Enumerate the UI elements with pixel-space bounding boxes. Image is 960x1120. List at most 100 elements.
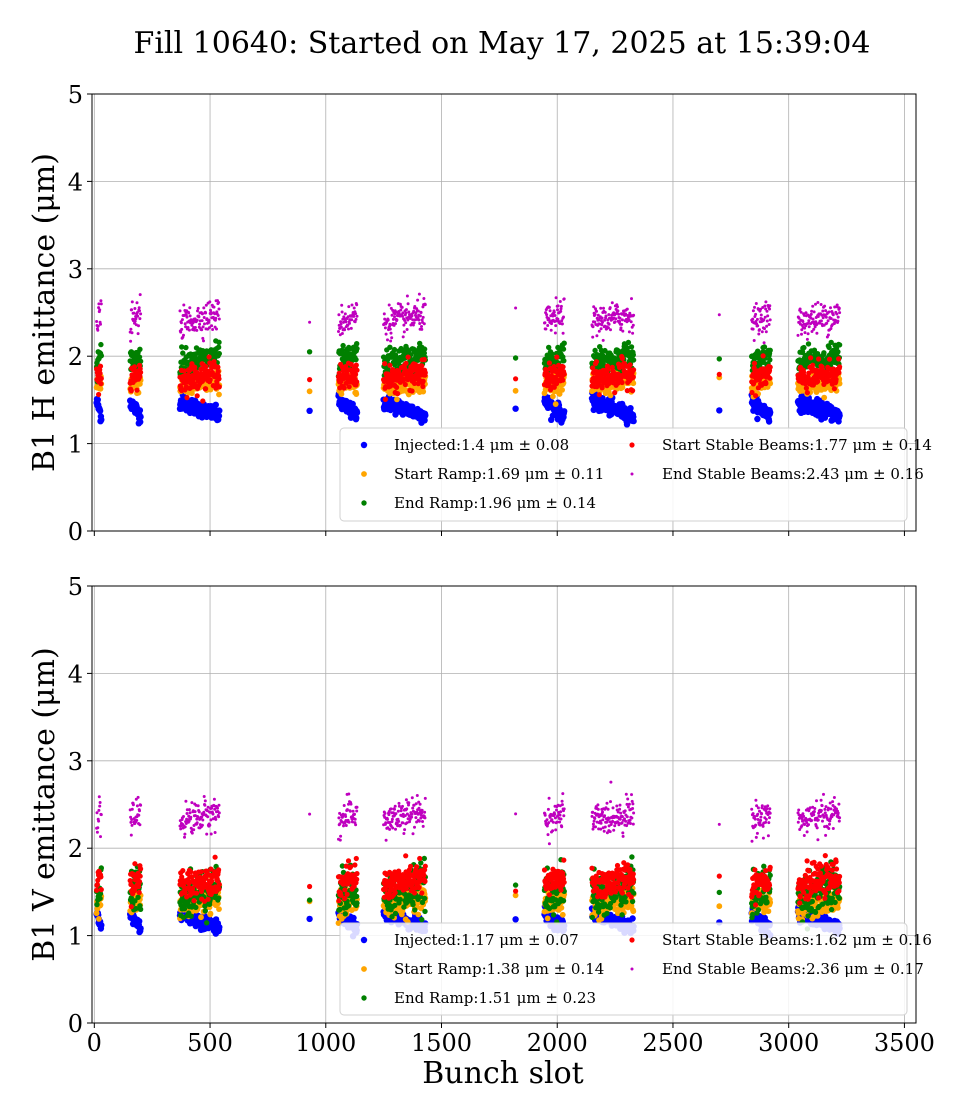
point-end_stable-t8-113 [630, 297, 633, 301]
point-start_stable-t8-118 [630, 374, 636, 380]
point-injected-t3-0 [306, 915, 313, 923]
point-injected-t8-100 [623, 421, 631, 428]
point-end_stable-t7-39 [556, 304, 560, 308]
point-start_stable-t5-5 [382, 396, 388, 402]
point-end_stable-t2-20 [185, 315, 189, 319]
point-end_stable-t0-0 [95, 320, 99, 323]
point-end_stable-t1-26 [138, 309, 141, 313]
point-start_stable-t1-29 [138, 369, 144, 375]
point-end_stable-t10-38 [763, 315, 767, 319]
point-start_stable-t7-35 [554, 354, 560, 360]
point-end_stable-t11-119 [838, 311, 842, 315]
point-end_stable-t2-29 [188, 314, 192, 318]
point-end_stable-t10-11 [754, 312, 758, 316]
point-end_stable-t5-60 [403, 318, 407, 322]
legend-label-start_stable: Start Stable Beams:1.77 μm ± 0.14 [662, 436, 932, 454]
point-end_stable-t10-31 [761, 306, 765, 309]
point-end_stable-t4-12 [341, 317, 345, 321]
point-end_stable-t4-26 [346, 323, 350, 327]
point-end_stable-t7-16 [548, 309, 552, 313]
point-end_stable-t11-95 [829, 317, 833, 320]
point-end_ramp-t11-89 [826, 344, 832, 351]
point-end_stable-t2-112 [217, 317, 221, 321]
point-end_stable-t8-21 [597, 329, 601, 333]
point-injected-t8-119 [630, 417, 637, 425]
point-end_stable-t5-115 [422, 297, 426, 300]
point-end_stable-t2-44 [193, 326, 197, 329]
point-end_stable-t4-15 [342, 315, 346, 319]
point-injected-t10-16 [754, 415, 761, 423]
point-start_stable-t0-12 [98, 375, 104, 382]
point-start_stable-t0-5 [96, 391, 102, 398]
point-injected-t6-0 [512, 916, 519, 923]
point-end_stable-t5-99 [416, 309, 420, 313]
point-end_ramp-t4-13 [340, 342, 346, 349]
point-start_stable-t8-109 [627, 362, 633, 368]
point-start_stable-t8-65 [612, 390, 618, 396]
point-end_stable-t2-67 [202, 339, 205, 343]
point-end_stable-t0-6 [97, 302, 101, 306]
point-end_stable-t8-25 [599, 306, 603, 310]
point-end_stable-t2-85 [208, 300, 212, 304]
y-tick-label-0: 0 [68, 518, 83, 546]
point-end_stable-t4-38 [350, 303, 354, 307]
point-end_stable-t8-2 [591, 335, 595, 339]
point-end_ramp-t1-29 [137, 358, 144, 364]
point-end_stable-t5-68 [405, 294, 409, 298]
point-end_stable-t0-10 [99, 322, 102, 326]
point-end_stable-t10-41 [764, 330, 768, 334]
point-end_stable-t10-36 [763, 327, 766, 331]
point-end_stable-t4-48 [354, 312, 358, 316]
point-end_stable-t1-29 [139, 312, 143, 316]
point-end_stable-t0-4 [96, 324, 100, 328]
point-end_ramp-t0-11 [98, 341, 104, 348]
point-injected-t6-0 [512, 405, 519, 412]
point-end_stable-t1-20 [135, 311, 139, 314]
point-start_stable-t2-12 [181, 368, 187, 374]
point-end_stable-t10-30 [760, 330, 764, 334]
point-injected-t0-12 [98, 416, 105, 423]
point-end_stable-t7-32 [554, 324, 558, 328]
point-end_stable-t8-32 [601, 338, 605, 342]
point-end_stable-t7-13 [547, 318, 551, 322]
point-end_stable-t4-29 [347, 305, 351, 309]
point-end_stable-t4-31 [348, 321, 351, 325]
point-end_stable-t11-101 [831, 313, 835, 317]
point-end_stable-t8-101 [625, 307, 629, 311]
point-end_ramp-t2-110 [215, 344, 222, 350]
point-start_ramp-t2-111 [216, 391, 222, 398]
point-end_stable-t5-24 [390, 313, 394, 317]
point-end_stable-t2-54 [197, 315, 201, 319]
point-end_ramp-t11-30 [805, 341, 812, 347]
point-end_stable-t2-52 [196, 306, 200, 310]
point-end_stable-t2-83 [207, 318, 211, 322]
point-end_stable-t10-50 [768, 307, 771, 311]
point-end_stable-t11-82 [825, 321, 829, 325]
point-end_ramp-t8-104 [625, 339, 632, 346]
point-start_stable-t1-19 [134, 387, 140, 393]
point-end_stable-t4-37 [350, 318, 354, 322]
point-end_stable-t8-33 [602, 306, 605, 310]
legend-marker-injected [360, 441, 368, 449]
point-end_stable-t2-28 [188, 306, 192, 310]
point-end_stable-t3-0 [308, 320, 312, 324]
point-end_ramp-t2-72 [202, 908, 208, 914]
legend-label-injected: Injected:1.4 μm ± 0.08 [394, 436, 569, 454]
point-end_stable-t8-83 [619, 326, 623, 330]
point-end_stable-t1-14 [133, 319, 137, 323]
point-start_stable-t3-0 [307, 377, 313, 383]
point-end_stable-t5-5 [383, 326, 387, 330]
point-start_stable-t8-119 [631, 367, 637, 373]
point-end_ramp-t1-27 [137, 346, 143, 352]
point-start_stable-t2-20 [184, 395, 190, 401]
point-end_stable-t8-80 [618, 316, 622, 320]
scatter-points [93, 780, 843, 940]
point-end_stable-t8-38 [603, 310, 607, 314]
y-tick-label-5: 5 [68, 81, 83, 109]
point-end_stable-t5-63 [404, 321, 408, 325]
point-end_stable-t8-49 [607, 322, 611, 326]
point-start_stable-t2-74 [203, 364, 209, 370]
point-end_stable-t8-58 [610, 301, 614, 305]
